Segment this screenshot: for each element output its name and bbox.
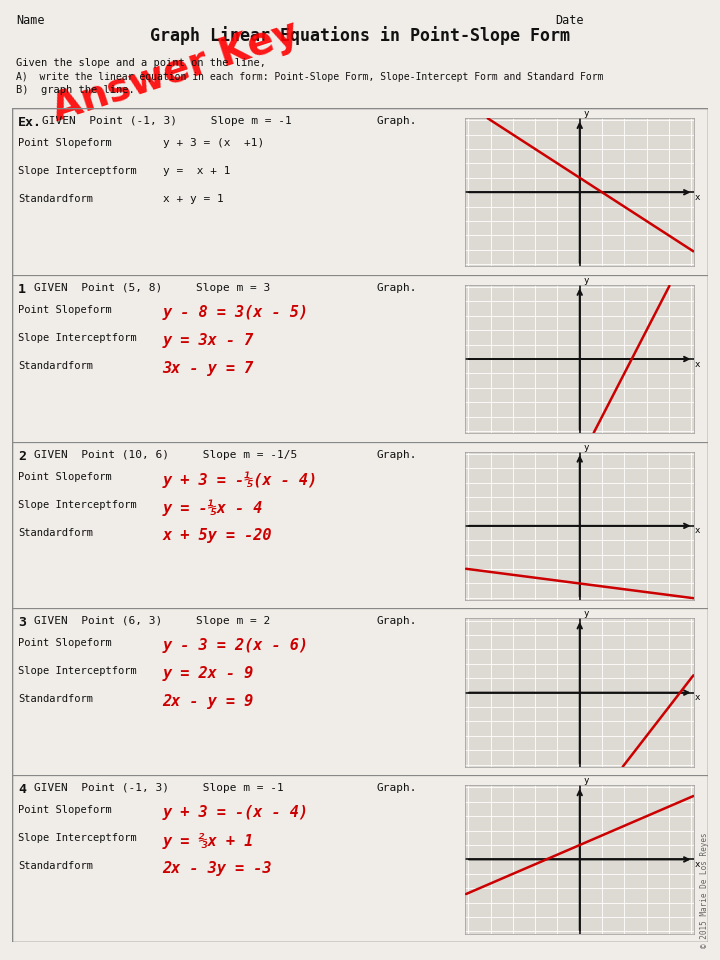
Text: Standardform: Standardform <box>18 194 93 204</box>
Text: B)  graph the line.: B) graph the line. <box>16 85 135 95</box>
Text: y: y <box>584 777 589 785</box>
Text: x: x <box>696 193 701 202</box>
Text: y: y <box>584 443 589 451</box>
Text: x + 5y = -20: x + 5y = -20 <box>163 528 272 542</box>
Text: GIVEN  Point (6, 3)     Slope m = 2: GIVEN Point (6, 3) Slope m = 2 <box>34 616 270 626</box>
Text: y + 3 = (x  +1): y + 3 = (x +1) <box>163 138 264 148</box>
Text: y - 8 = 3(x - 5): y - 8 = 3(x - 5) <box>163 305 309 320</box>
Text: x: x <box>696 860 701 869</box>
Text: y: y <box>584 109 589 118</box>
Text: Slope Interceptform: Slope Interceptform <box>18 833 137 843</box>
Text: y: y <box>584 610 589 618</box>
Text: Standardform: Standardform <box>18 361 93 371</box>
Text: y - 3 = 2(x - 6): y - 3 = 2(x - 6) <box>163 638 309 654</box>
Text: y = ⅔x + 1: y = ⅔x + 1 <box>163 833 253 850</box>
Text: GIVEN  Point (10, 6)     Slope m = -1/5: GIVEN Point (10, 6) Slope m = -1/5 <box>34 449 297 460</box>
Text: 2: 2 <box>18 449 26 463</box>
Text: y + 3 = -⅕(x - 4): y + 3 = -⅕(x - 4) <box>163 471 318 488</box>
Text: Standardform: Standardform <box>18 528 93 538</box>
Text: GIVEN  Point (-1, 3)     Slope m = -1: GIVEN Point (-1, 3) Slope m = -1 <box>42 116 292 126</box>
Text: Point Slopeform: Point Slopeform <box>18 471 112 482</box>
Text: Graph Linear Equations in Point-Slope Form: Graph Linear Equations in Point-Slope Fo… <box>150 26 570 45</box>
Text: x: x <box>696 526 701 536</box>
Text: Slope Interceptform: Slope Interceptform <box>18 333 137 343</box>
Text: Point Slopeform: Point Slopeform <box>18 305 112 315</box>
Text: Graph.: Graph. <box>377 783 417 793</box>
Text: GIVEN  Point (5, 8)     Slope m = 3: GIVEN Point (5, 8) Slope m = 3 <box>34 283 270 293</box>
Text: Name: Name <box>16 14 45 27</box>
Text: Ex.: Ex. <box>18 116 42 129</box>
Text: 2x - y = 9: 2x - y = 9 <box>163 694 253 709</box>
Text: x: x <box>696 360 701 369</box>
Text: y = -⅕x - 4: y = -⅕x - 4 <box>163 499 263 516</box>
Text: Slope Interceptform: Slope Interceptform <box>18 166 137 176</box>
Text: Graph.: Graph. <box>377 616 417 626</box>
Text: Standardform: Standardform <box>18 861 93 872</box>
Text: Graph.: Graph. <box>377 449 417 460</box>
Text: x: x <box>696 693 701 702</box>
Text: Graph.: Graph. <box>377 283 417 293</box>
Text: © 2015 Marie De Los Reyes: © 2015 Marie De Los Reyes <box>701 833 709 948</box>
Text: y + 3 = -(x - 4): y + 3 = -(x - 4) <box>163 805 309 820</box>
Text: Answer Key: Answer Key <box>47 13 303 129</box>
Text: y: y <box>584 276 589 285</box>
Text: Graph.: Graph. <box>377 116 417 126</box>
Text: Date: Date <box>555 14 583 27</box>
Text: Standardform: Standardform <box>18 694 93 705</box>
Text: A)  write the linear equation in each form: Point-Slope Form, Slope-Intercept Fo: A) write the linear equation in each for… <box>16 72 603 82</box>
Text: Point Slopeform: Point Slopeform <box>18 638 112 648</box>
Text: Point Slopeform: Point Slopeform <box>18 138 112 148</box>
Text: x + y = 1: x + y = 1 <box>163 194 223 204</box>
Text: Point Slopeform: Point Slopeform <box>18 805 112 815</box>
Text: 3: 3 <box>18 616 26 630</box>
Text: Slope Interceptform: Slope Interceptform <box>18 499 137 510</box>
Text: y =  x + 1: y = x + 1 <box>163 166 230 176</box>
Text: GIVEN  Point (-1, 3)     Slope m = -1: GIVEN Point (-1, 3) Slope m = -1 <box>34 783 284 793</box>
Text: 2x - 3y = -3: 2x - 3y = -3 <box>163 861 272 876</box>
Text: y = 3x - 7: y = 3x - 7 <box>163 333 253 348</box>
Text: Given the slope and a point on the line,: Given the slope and a point on the line, <box>16 58 266 68</box>
Text: y = 2x - 9: y = 2x - 9 <box>163 666 253 682</box>
Text: 1: 1 <box>18 283 26 296</box>
Text: Slope Interceptform: Slope Interceptform <box>18 666 137 677</box>
Text: 3x - y = 7: 3x - y = 7 <box>163 361 253 375</box>
Text: 4: 4 <box>18 783 26 796</box>
